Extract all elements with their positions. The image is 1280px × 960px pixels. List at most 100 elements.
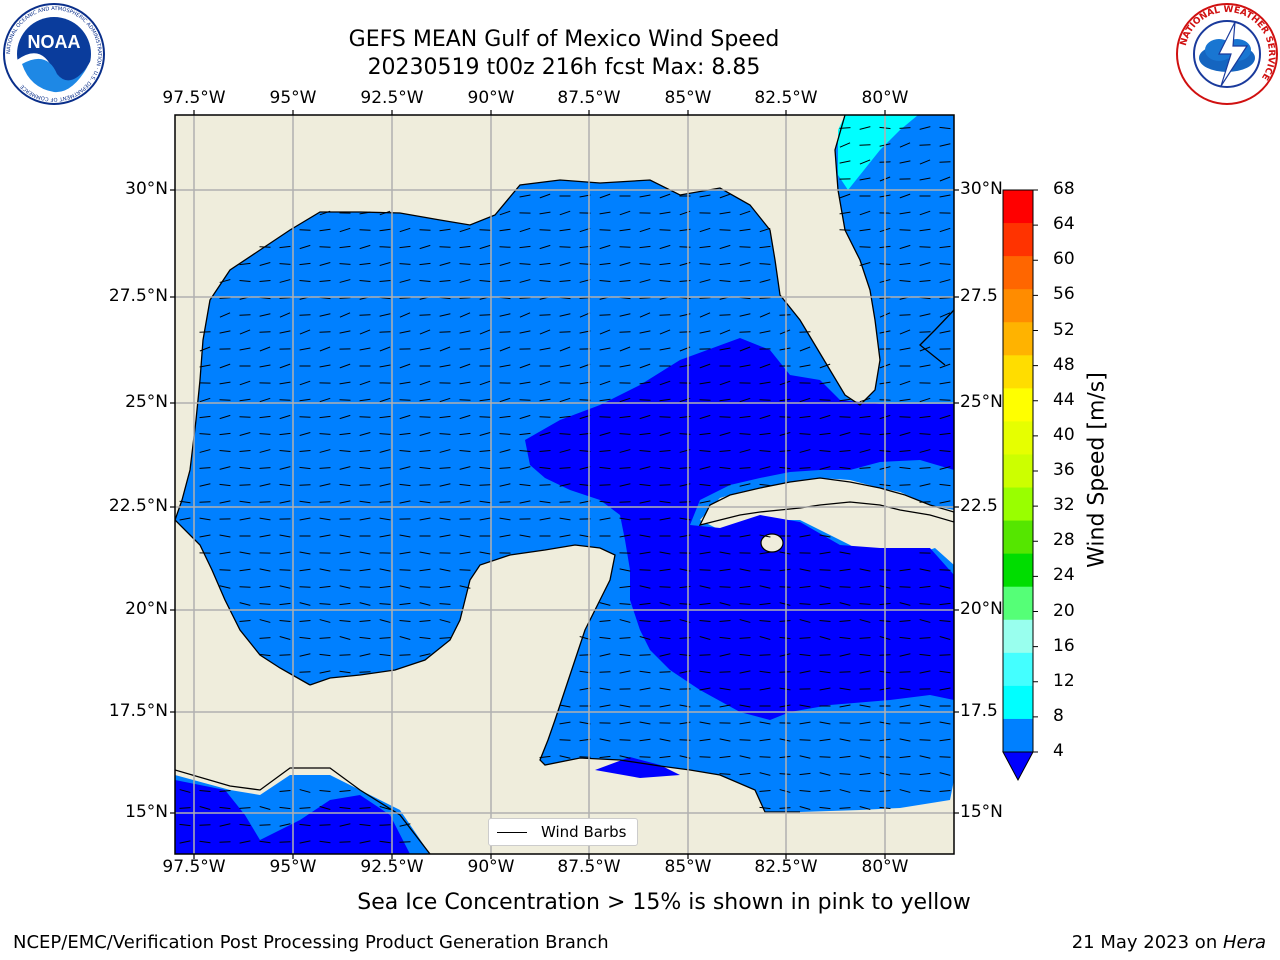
wind-barb xyxy=(479,551,491,555)
wind-barb xyxy=(739,755,751,759)
wind-barb xyxy=(319,653,331,657)
wind-barb xyxy=(619,637,631,639)
wind-barb xyxy=(839,620,851,622)
wind-barb xyxy=(919,397,931,403)
wind-barb xyxy=(259,585,271,589)
wind-barb xyxy=(539,347,551,351)
wind-barb xyxy=(859,449,871,453)
wind-barb xyxy=(199,433,211,435)
wind-barb xyxy=(779,620,791,622)
wind-barb xyxy=(499,346,511,352)
wind-barb xyxy=(359,466,371,470)
wind-barb xyxy=(659,211,671,215)
wind-barb xyxy=(259,415,271,419)
wind-barb xyxy=(759,721,771,725)
wind-barb xyxy=(819,772,831,776)
wind-barb xyxy=(459,363,471,369)
wind-barb xyxy=(419,398,431,402)
wind-barb xyxy=(419,244,431,250)
wind-barb xyxy=(279,381,291,385)
wind-barb xyxy=(419,380,431,386)
colorbar-segment xyxy=(1003,520,1033,555)
wind-barb xyxy=(639,687,651,691)
wind-barb xyxy=(759,227,771,233)
wind-barb xyxy=(379,603,391,605)
lon-label-top: 92.5°W xyxy=(360,88,424,108)
wind-barb xyxy=(599,432,611,436)
wind-barb xyxy=(779,398,791,402)
wind-barb xyxy=(759,432,771,436)
wind-barb xyxy=(899,450,911,452)
wind-barb xyxy=(299,653,311,657)
lon-label-top: 82.5°W xyxy=(754,88,818,108)
lat-label-left: 15°N xyxy=(125,802,168,822)
wind-barb xyxy=(379,534,391,538)
wind-barb xyxy=(639,636,651,640)
wind-barb xyxy=(599,262,611,266)
wind-barb xyxy=(719,280,731,282)
coastline-yucatan xyxy=(309,544,800,813)
wind-barb xyxy=(699,687,711,691)
wind-barb xyxy=(779,380,791,386)
wind-barb xyxy=(619,619,631,623)
wind-barb xyxy=(719,314,731,316)
wind-barb xyxy=(919,790,931,792)
wind-barb xyxy=(499,467,511,469)
wind-barb xyxy=(559,246,571,248)
wind-barb xyxy=(459,381,471,385)
wind-barb xyxy=(359,380,371,386)
wind-barb xyxy=(319,210,331,216)
wind-barb xyxy=(859,144,871,146)
wind-barb xyxy=(739,568,751,572)
wind-barb xyxy=(659,398,671,402)
wind-barb xyxy=(899,314,911,316)
wind-barb xyxy=(379,483,391,487)
colorbar-level-label: 56 xyxy=(1053,284,1075,305)
wind-barb xyxy=(899,586,911,588)
wind-barb xyxy=(279,414,291,420)
wind-barb xyxy=(739,603,751,605)
wind-barb xyxy=(699,654,711,656)
wind-barb xyxy=(839,127,851,129)
wind-barb xyxy=(699,551,711,555)
wind-barb xyxy=(319,280,331,282)
wind-barb xyxy=(739,721,751,725)
wind-barb xyxy=(359,484,371,486)
wind-barb xyxy=(939,227,951,233)
wind-barb xyxy=(939,670,951,674)
wind-barb xyxy=(279,312,291,318)
wind-barb xyxy=(239,620,251,622)
lat-label-left: 25°N xyxy=(125,392,168,412)
wind-barb xyxy=(619,346,631,352)
wind-barb xyxy=(859,790,871,792)
wind-barb xyxy=(779,551,791,555)
wind-barb xyxy=(419,280,431,282)
wind-barb xyxy=(299,398,311,402)
wind-barb xyxy=(539,398,551,402)
wind-barb xyxy=(439,568,451,572)
wind-barb xyxy=(559,755,571,759)
lat-label-left: 30°N xyxy=(125,179,168,199)
wind-barb xyxy=(359,314,371,316)
wind-barb xyxy=(479,432,491,436)
wind-barb xyxy=(839,160,851,164)
wind-barb xyxy=(539,416,551,418)
wind-barb xyxy=(539,193,551,199)
wind-barb xyxy=(639,585,651,589)
wind-barb xyxy=(739,670,751,674)
wind-barb xyxy=(299,244,311,250)
wind-barb xyxy=(499,262,511,266)
wind-barb xyxy=(619,670,631,674)
wind-barb xyxy=(379,585,391,589)
wind-barb xyxy=(259,397,271,403)
wind-barb xyxy=(419,568,431,572)
wind-barb xyxy=(299,551,311,555)
wind-barb xyxy=(359,500,371,504)
wind-barb xyxy=(279,450,291,452)
wind-barb xyxy=(939,312,951,318)
wind-barb xyxy=(919,603,931,605)
wind-barb xyxy=(499,397,511,403)
wind-barb xyxy=(739,619,751,623)
wind-barb xyxy=(539,280,551,282)
wind-barb xyxy=(799,467,811,469)
